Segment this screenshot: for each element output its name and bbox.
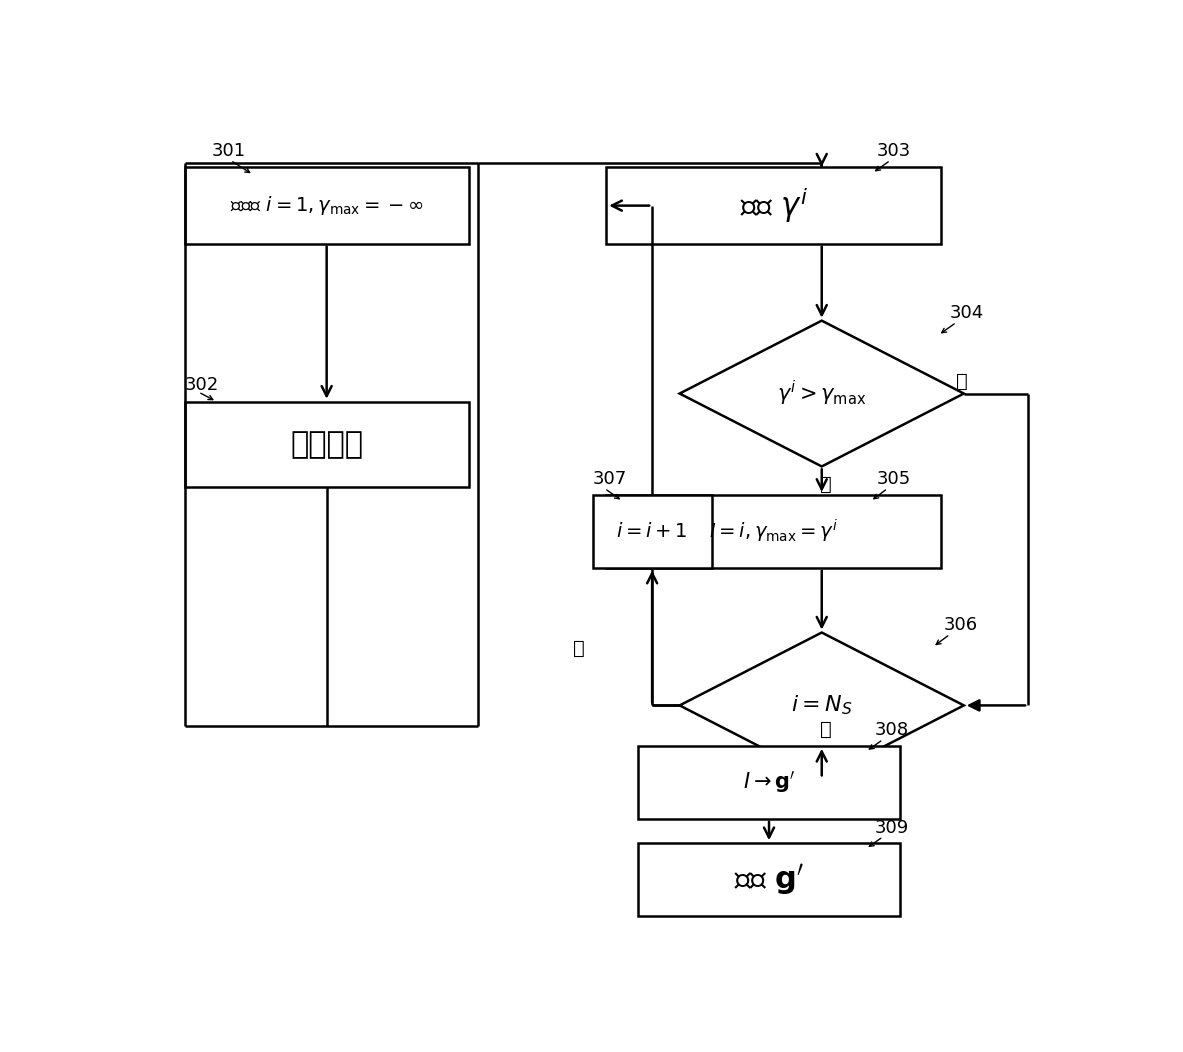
Polygon shape bbox=[679, 321, 964, 466]
Bar bbox=[606, 166, 940, 244]
Text: 309: 309 bbox=[875, 818, 910, 836]
Polygon shape bbox=[679, 632, 964, 778]
Text: 303: 303 bbox=[877, 142, 911, 160]
Text: 301: 301 bbox=[212, 142, 246, 160]
Bar bbox=[639, 843, 900, 916]
Text: $I\rightarrow\mathbf{g}'$: $I\rightarrow\mathbf{g}'$ bbox=[743, 769, 795, 795]
Bar bbox=[593, 494, 712, 568]
Text: 304: 304 bbox=[950, 304, 984, 322]
Text: $i=i+1$: $i=i+1$ bbox=[616, 522, 687, 541]
Text: 是: 是 bbox=[821, 474, 832, 493]
Text: 302: 302 bbox=[185, 376, 219, 393]
Bar bbox=[606, 494, 940, 568]
Text: 是: 是 bbox=[821, 721, 832, 740]
Text: 306: 306 bbox=[944, 616, 978, 634]
Text: 估计 $\gamma^i$: 估计 $\gamma^i$ bbox=[739, 186, 808, 225]
Text: 305: 305 bbox=[877, 470, 911, 488]
Bar bbox=[185, 166, 468, 244]
Text: $\gamma^i > \gamma_{\rm max}$: $\gamma^i > \gamma_{\rm max}$ bbox=[777, 379, 866, 408]
Text: $I=i, \gamma_{\rm max}=\gamma^i$: $I=i, \gamma_{\rm max}=\gamma^i$ bbox=[709, 518, 838, 545]
Text: 初始化 $i=1,\gamma_{\rm max}=-\infty$: 初始化 $i=1,\gamma_{\rm max}=-\infty$ bbox=[230, 194, 424, 217]
Text: 反馈 $\mathbf{g}'$: 反馈 $\mathbf{g}'$ bbox=[733, 862, 804, 897]
Text: 307: 307 bbox=[593, 470, 627, 488]
Bar bbox=[185, 402, 468, 487]
Text: $i=N_S$: $i=N_S$ bbox=[791, 693, 853, 717]
Text: 信号合并: 信号合并 bbox=[290, 429, 363, 459]
Text: 308: 308 bbox=[875, 722, 909, 740]
Text: 否: 否 bbox=[956, 372, 968, 391]
Bar bbox=[639, 746, 900, 818]
Text: 否: 否 bbox=[573, 640, 584, 659]
